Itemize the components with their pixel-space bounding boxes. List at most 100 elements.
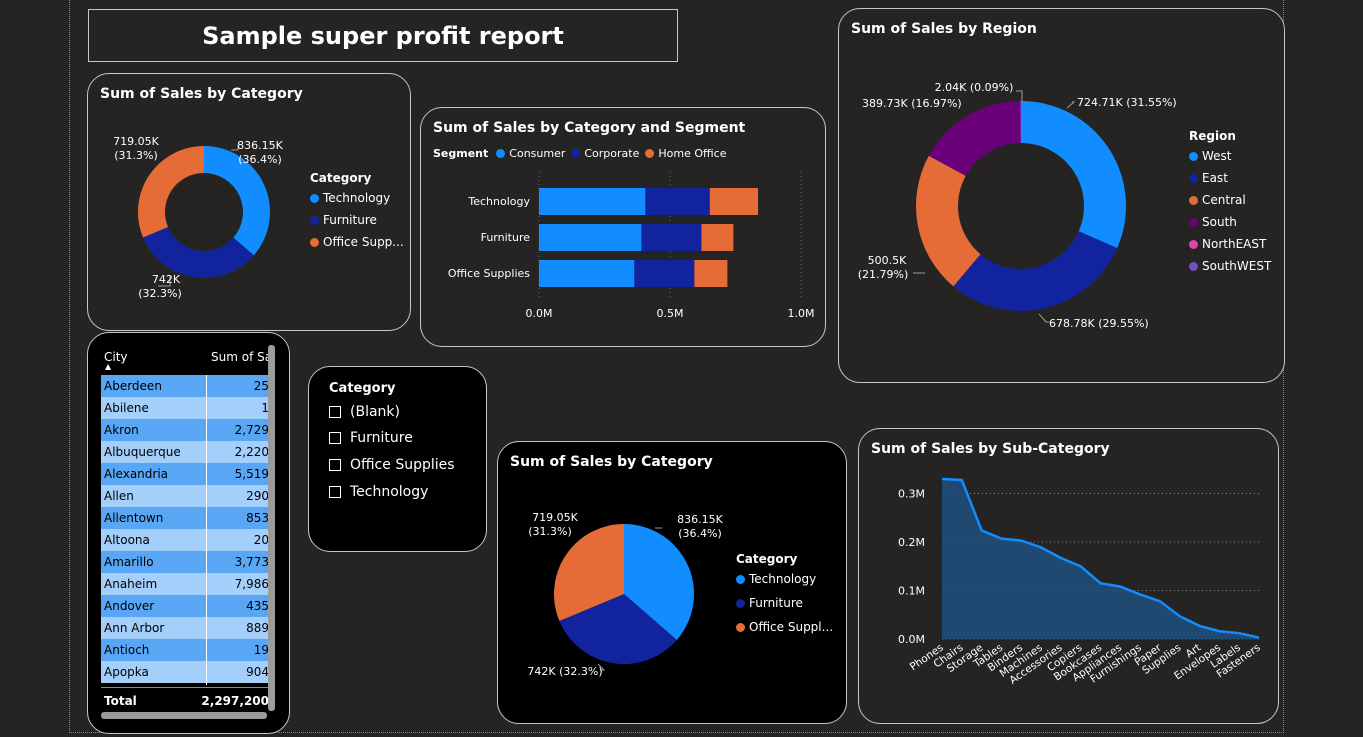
cell-city: Allen (104, 489, 134, 503)
slicer-option-furniture[interactable]: Furniture (329, 430, 413, 446)
bar-home-office (694, 260, 728, 287)
table-row[interactable]: Apopka 904 (101, 661, 269, 683)
sort-ascending-icon[interactable]: ▲ (105, 362, 112, 371)
checkbox-icon[interactable] (329, 486, 341, 498)
table-row[interactable]: Akron 2,729 (101, 419, 269, 441)
cell-city: Andover (104, 599, 155, 613)
pie-category-chart: 836.15K(36.4%) 742K (32.3%) 719.05K(31.3%) (527, 511, 723, 678)
legend-dot-icon (1189, 239, 1198, 249)
donut-category-chart: 836.15K(36.4%) 742K(32.3%) 719.05K(31.3%) (113, 135, 283, 300)
table-row[interactable]: Alexandria 5,519 (101, 463, 269, 485)
legend-item-technology[interactable]: Technology (310, 191, 404, 205)
slice-central (916, 155, 981, 287)
cell-sales: 435 (246, 599, 269, 613)
legend-item-furniture[interactable]: Furniture (736, 596, 833, 610)
slice-office-supplies (554, 524, 624, 621)
y-tick-label: 0.3M (898, 488, 925, 501)
column-header-city[interactable]: City (104, 350, 128, 364)
cell-city: Antioch (104, 643, 150, 657)
leader-line (1038, 313, 1049, 323)
donut-category-legend: Category Technology Furniture Office Sup… (310, 171, 404, 257)
column-divider (206, 375, 207, 685)
donut-category-card[interactable]: Sum of Sales by Category 836.15K (36.4%) 7… (87, 73, 411, 331)
cell-city: Ann Arbor (104, 621, 165, 635)
slice-technology (204, 146, 270, 256)
leader-line (1066, 101, 1076, 109)
table-row[interactable]: Antioch 19 (101, 639, 269, 661)
table-row[interactable]: Albuquerque 2,220 (101, 441, 269, 463)
table-vertical-scrollbar[interactable] (268, 345, 275, 711)
cell-city: Alexandria (104, 467, 169, 481)
bar-home-office (701, 224, 734, 251)
data-label: 742K (152, 273, 181, 286)
pie-category-card[interactable]: Sum of Sales by Category 836.15K (36.4%) 7… (497, 441, 847, 724)
data-label: 500.5K (868, 254, 907, 267)
legend-item-northeast[interactable]: NorthEAST (1189, 237, 1271, 251)
data-label: (36.4%) (678, 527, 722, 540)
bar-corporate (634, 260, 695, 287)
report-title: Sample super profit report (88, 9, 678, 62)
slicer-option-blank[interactable]: (Blank) (329, 404, 400, 420)
data-label: (31.3%) (114, 149, 158, 162)
city-table[interactable]: City ▲ Sum of Sal Aberdeen 25 Abilene 1 Akro… (101, 345, 269, 711)
cell-city: Albuquerque (104, 445, 181, 459)
slice-west (1021, 101, 1126, 249)
table-row[interactable]: Abilene 1 (101, 397, 269, 419)
legend-title: Segment (433, 147, 489, 160)
cell-sales: 2,729 (234, 423, 269, 437)
cell-sales: 19 (253, 643, 269, 657)
bar-home-office (709, 188, 759, 215)
table-row[interactable]: Anaheim 7,986 (101, 573, 269, 595)
slicer-option-technology[interactable]: Technology (329, 484, 428, 500)
table-row[interactable]: Ann Arbor 889 (101, 617, 269, 639)
category-slicer[interactable]: Category (Blank) Furniture Office Suppli… (308, 366, 487, 552)
bar-corporate (645, 188, 710, 215)
legend-item-west[interactable]: West (1189, 149, 1271, 163)
table-row[interactable]: Andover 435 (101, 595, 269, 617)
legend-item-southwest[interactable]: SouthWEST (1189, 259, 1271, 273)
table-row[interactable]: Allentown 853 (101, 507, 269, 529)
area-subcategory-card[interactable]: Sum of Sales by Sub-Category 0.3M 0.2M 0.1… (858, 428, 1279, 724)
legend-item-consumer[interactable]: Consumer (496, 147, 565, 160)
scrollbar-thumb[interactable] (268, 345, 275, 711)
total-label: Total (104, 694, 137, 708)
checkbox-icon[interactable] (329, 459, 341, 471)
table-row[interactable]: Altoona 20 (101, 529, 269, 551)
legend-item-furniture[interactable]: Furniture (310, 213, 404, 227)
legend-item-corporate[interactable]: Corporate (571, 147, 639, 160)
card-title: Sum of Sales by Category (100, 86, 303, 102)
data-label: 678.78K (29.55%) (1049, 317, 1149, 330)
area-line (941, 477, 1260, 639)
checkbox-icon[interactable] (329, 432, 341, 444)
legend-dot-icon (310, 237, 319, 247)
bar-segment-card[interactable]: Sum of Sales by Category and Segment Seg… (420, 107, 826, 347)
table-row[interactable]: Aberdeen 25 (101, 375, 269, 397)
checkbox-icon[interactable] (329, 406, 341, 418)
table-row[interactable]: Allen 290 (101, 485, 269, 507)
legend-item-south[interactable]: South (1189, 215, 1271, 229)
slice-south (928, 101, 1021, 176)
bar-consumer (539, 188, 646, 215)
y-category-label: Technology (467, 195, 530, 208)
card-title: Sum of Sales by Category and Segment (433, 120, 746, 136)
legend-item-office-supplies[interactable]: Office Supp... (310, 235, 404, 249)
legend-item-home-office[interactable]: Home Office (645, 147, 726, 160)
table-horizontal-scrollbar[interactable] (101, 712, 267, 719)
table-row[interactable]: Amarillo 3,773 (101, 551, 269, 573)
legend-dot-icon (1189, 195, 1198, 205)
slice-technology (624, 524, 694, 640)
data-label: (21.79%) (858, 268, 909, 281)
legend-item-central[interactable]: Central (1189, 193, 1271, 207)
slicer-option-office-supplies[interactable]: Office Supplies (329, 457, 455, 473)
data-label: 719.05K (113, 135, 159, 148)
y-tick-label: 0.2M (898, 536, 925, 549)
legend-item-technology[interactable]: Technology (736, 572, 833, 586)
column-header-sales[interactable]: Sum of Sal (211, 350, 269, 364)
legend-item-east[interactable]: East (1189, 171, 1271, 185)
cell-city: Abilene (104, 401, 149, 415)
legend-dot-icon (736, 598, 745, 608)
cell-sales: 290 (246, 489, 269, 503)
donut-region-card[interactable]: Sum of Sales by Region 724.71K (31.55%) 6… (838, 8, 1285, 383)
legend-dot-icon (1189, 151, 1198, 161)
legend-item-office-supplies[interactable]: Office Suppl... (736, 620, 833, 634)
